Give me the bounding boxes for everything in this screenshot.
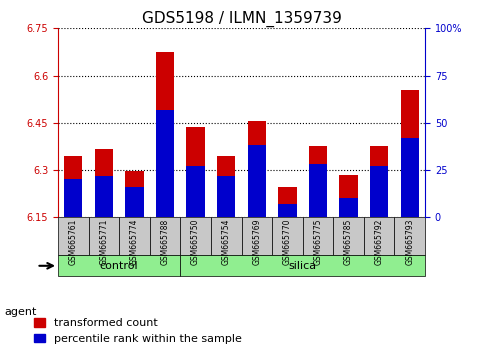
Bar [64,179,83,217]
FancyBboxPatch shape [303,217,333,256]
Bar [248,121,266,217]
Text: GSM665793: GSM665793 [405,218,414,265]
Title: GDS5198 / ILMN_1359739: GDS5198 / ILMN_1359739 [142,11,341,27]
Text: GSM665785: GSM665785 [344,218,353,265]
Bar [64,156,83,217]
FancyBboxPatch shape [150,217,180,256]
FancyBboxPatch shape [180,217,211,256]
Text: GSM665792: GSM665792 [375,218,384,265]
Bar [95,149,113,217]
FancyBboxPatch shape [88,217,119,256]
FancyBboxPatch shape [58,217,88,256]
Text: control: control [100,261,139,271]
Bar [217,176,235,217]
Text: GSM665761: GSM665761 [69,218,78,265]
Text: GSM665775: GSM665775 [313,218,323,265]
Text: GSM665769: GSM665769 [252,218,261,265]
Bar [156,109,174,217]
Bar [278,204,297,217]
Bar [95,176,113,217]
Bar [186,127,205,217]
Text: GSM665771: GSM665771 [99,218,108,265]
FancyBboxPatch shape [364,217,395,256]
Text: GSM665750: GSM665750 [191,218,200,265]
FancyBboxPatch shape [180,256,425,276]
Text: GSM665754: GSM665754 [222,218,231,265]
Text: GSM665788: GSM665788 [160,218,170,264]
Bar [400,138,419,217]
FancyBboxPatch shape [395,217,425,256]
FancyBboxPatch shape [58,256,180,276]
Bar [156,52,174,217]
Bar [370,146,388,217]
Bar [125,171,143,217]
Bar [340,198,358,217]
Bar [278,187,297,217]
Bar [309,164,327,217]
FancyBboxPatch shape [211,217,242,256]
Bar [248,145,266,217]
Bar [400,90,419,217]
FancyBboxPatch shape [333,217,364,256]
Bar [309,146,327,217]
Bar [125,187,143,217]
Text: agent: agent [5,307,37,316]
Bar [340,175,358,217]
Text: silica: silica [289,261,317,271]
FancyBboxPatch shape [119,217,150,256]
Bar [370,166,388,217]
Text: GSM665774: GSM665774 [130,218,139,265]
Bar [186,166,205,217]
Legend: transformed count, percentile rank within the sample: transformed count, percentile rank withi… [30,314,246,348]
FancyBboxPatch shape [242,217,272,256]
FancyBboxPatch shape [272,217,303,256]
Bar [217,156,235,217]
Text: GSM665770: GSM665770 [283,218,292,265]
